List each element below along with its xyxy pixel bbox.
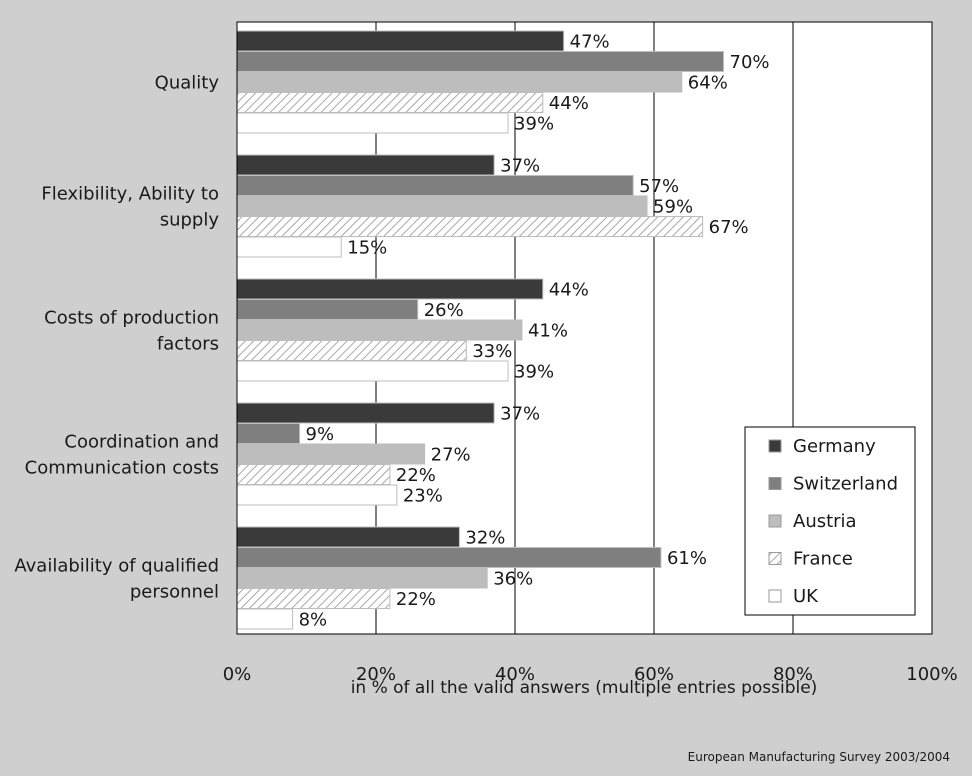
x-tick-80: 80% (773, 664, 813, 685)
bar-switzerland-0 (236, 51, 724, 72)
value-label-uk-3: 23% (403, 486, 443, 507)
bar-switzerland-2 (236, 299, 419, 320)
bar-switzerland-3 (236, 423, 301, 444)
value-label-france-0: 44% (549, 93, 589, 114)
legend-label-france: France (793, 549, 853, 570)
value-label-switzerland-0: 70% (730, 52, 770, 73)
bar-austria-4 (236, 567, 488, 589)
bar-france-4 (236, 588, 391, 609)
value-label-switzerland-3: 9% (306, 424, 335, 445)
bar-switzerland-1 (236, 175, 634, 196)
legend-label-germany: Germany (793, 436, 876, 457)
bar-uk-3 (236, 484, 398, 506)
bar-france-2 (236, 340, 467, 361)
value-label-france-3: 22% (396, 465, 436, 486)
bar-germany-0 (236, 30, 565, 52)
category-label-2: Costs of production factors (44, 307, 219, 354)
x-tick-60: 60% (634, 664, 674, 685)
value-label-switzerland-2: 26% (424, 300, 464, 321)
value-label-germany-3: 37% (500, 404, 540, 425)
value-label-uk-4: 8% (299, 610, 328, 631)
value-label-switzerland-4: 61% (667, 548, 707, 569)
value-label-austria-4: 36% (493, 569, 533, 590)
value-label-austria-1: 59% (653, 197, 693, 218)
value-label-france-1: 67% (709, 217, 749, 238)
bar-austria-3 (236, 443, 426, 465)
bar-germany-3 (236, 402, 495, 424)
bar-france-0 (236, 92, 544, 113)
bar-germany-1 (236, 154, 495, 176)
bar-france-1 (236, 216, 704, 237)
legend-swatch-france (768, 552, 782, 565)
x-axis-title: in % of all the valid answers (multiple … (351, 678, 818, 698)
category-label-0: Quality (155, 72, 220, 93)
plot-frame (236, 21, 933, 635)
bar-france-3 (236, 464, 391, 485)
x-tick-20: 20% (356, 664, 396, 685)
x-tick-labels: 0% 20% 40% 60% 80% 100% (223, 664, 958, 685)
value-label-austria-0: 64% (688, 73, 728, 94)
legend-label-switzerland: Switzerland (793, 474, 898, 495)
bar-uk-0 (236, 112, 509, 134)
bar-austria-0 (236, 71, 683, 93)
category-label-1: Flexibility, Ability to supply (41, 183, 219, 230)
legend-swatch-germany (768, 439, 782, 453)
legend-swatch-switzerland (768, 477, 782, 490)
legend-swatch-austria (768, 514, 782, 528)
value-label-france-4: 22% (396, 589, 436, 610)
x-tick-100: 100% (906, 664, 957, 685)
bar-austria-1 (236, 195, 648, 217)
value-label-uk-1: 15% (347, 238, 387, 259)
bar-uk-1 (236, 236, 342, 258)
bars: 47%70%64%44%39%37%57%59%67%15%44%26%41%3… (236, 21, 933, 635)
bar-austria-2 (236, 319, 523, 341)
value-label-uk-0: 39% (514, 114, 554, 135)
category-labels: Quality Flexibility, Ability to supply Cost… (14, 72, 219, 602)
value-label-germany-0: 47% (570, 32, 610, 53)
bar-switzerland-4 (236, 547, 662, 568)
value-label-germany-1: 37% (500, 156, 540, 177)
x-tick-40: 40% (495, 664, 535, 685)
value-label-france-2: 33% (472, 341, 512, 362)
value-label-austria-3: 27% (431, 445, 471, 466)
bar-germany-4 (236, 526, 460, 548)
bar-uk-2 (236, 360, 509, 382)
value-label-austria-2: 41% (528, 321, 568, 342)
legend-swatch-uk (768, 589, 782, 603)
legend-label-austria: Austria (793, 511, 857, 532)
value-label-uk-2: 39% (514, 362, 554, 383)
value-label-switzerland-1: 57% (639, 176, 679, 197)
bar-germany-2 (236, 278, 544, 300)
source-note: European Manufacturing Survey 2003/2004 (688, 750, 950, 764)
category-label-3: Coordination and Communication costs (25, 431, 219, 478)
value-label-germany-2: 44% (549, 280, 589, 301)
value-label-germany-4: 32% (465, 528, 505, 549)
bar-uk-4 (236, 608, 294, 630)
x-tick-0: 0% (223, 664, 252, 685)
category-label-4: Availability of qualified personnel (14, 555, 219, 602)
legend-label-uk: UK (793, 586, 819, 607)
legend: Germany Switzerland Austria France UK (744, 426, 916, 616)
